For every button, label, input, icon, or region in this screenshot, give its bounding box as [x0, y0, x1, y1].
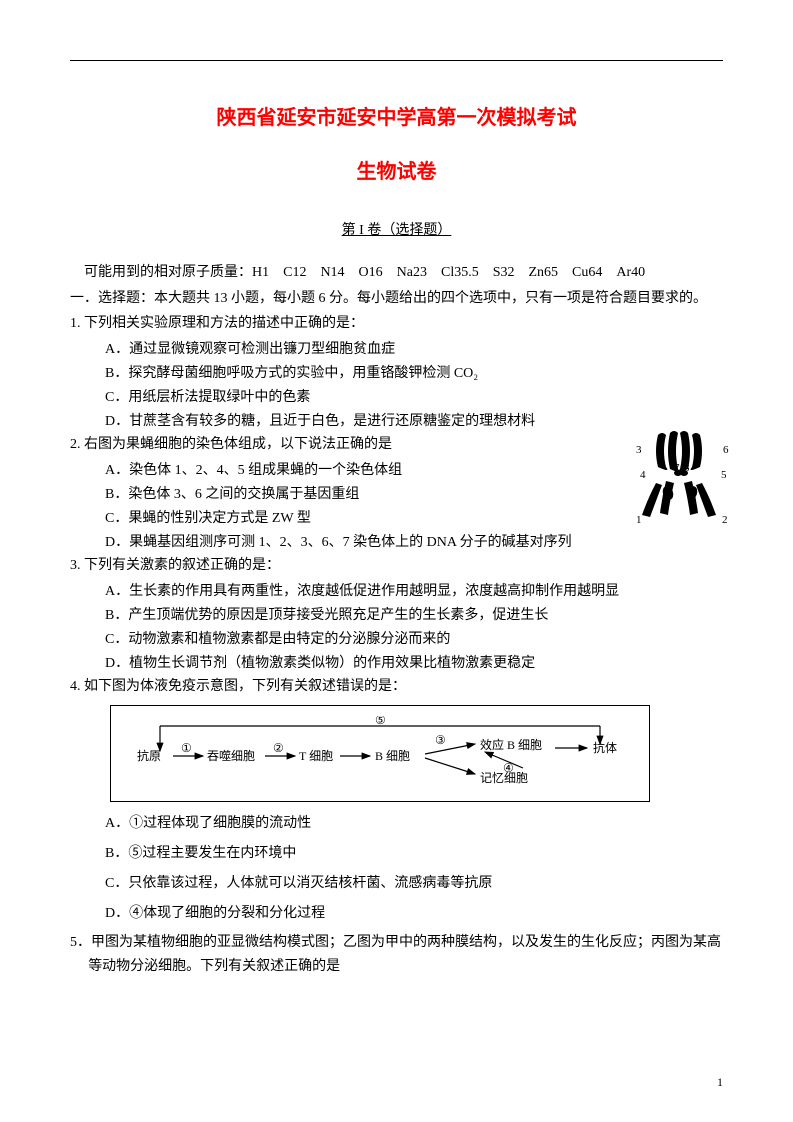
q1-C: C．用纸层析法提取绿叶中的色素: [70, 386, 723, 410]
top-rule: [70, 60, 723, 61]
section-label: 第 I 卷（选择题）: [70, 219, 723, 243]
q1-stem: 1. 下列相关实验原理和方法的描述中正确的是：: [70, 312, 723, 336]
q4-A: A．①过程体现了细胞膜的流动性: [70, 812, 723, 836]
svg-text:抗原: 抗原: [137, 748, 161, 763]
exam-title-main: 陕西省延安市延安中学高第一次模拟考试: [70, 101, 723, 135]
svg-text:B 细胞: B 细胞: [375, 749, 410, 763]
chromo-label-5: 5: [721, 469, 727, 481]
page-number: 1: [717, 1072, 723, 1092]
atomic-masses: 可能用到的相对原子质量：H1 C12 N14 O16 Na23 Cl35.5 S…: [70, 261, 723, 285]
chromo-label-6: 6: [723, 444, 729, 456]
svg-text:T 细胞: T 细胞: [299, 749, 333, 763]
q5-stem: 5．甲图为某植物细胞的亚显微结构模式图；乙图为甲中的两种膜结构，以及发生的生化反…: [88, 931, 723, 979]
immunity-flow-diagram: ⑤ ① ② ③ ④ 抗原 吞噬细胞 T 细胞 B 细胞 效应 B 细胞 抗体 记…: [110, 705, 650, 802]
q2-D: D．果蝇基因组测序可测 1、2、3、6、7 染色体上的 DNA 分子的碱基对序列: [70, 531, 723, 555]
q3-A: A．生长素的作用具有两重性，浓度越低促进作用越明显，浓度越高抑制作用越明显: [70, 580, 723, 604]
q4-B: B．⑤过程主要发生在内环境中: [70, 842, 723, 866]
q3-D: D．植物生长调节剂（植物激素类似物）的作用效果比植物激素更稳定: [70, 652, 723, 676]
chromo-label-1: 1: [636, 514, 642, 526]
chromo-label-2: 2: [722, 514, 728, 526]
svg-text:②: ②: [273, 741, 284, 755]
chromo-label-7: 7: [674, 462, 680, 474]
q1-A: A．通过显微镜观察可检测出镰刀型细胞贫血症: [70, 338, 723, 362]
svg-text:抗体: 抗体: [593, 740, 617, 755]
chromosome-diagram: 3 4 6 5 7 8 1 2: [608, 423, 758, 533]
exam-title-sub: 生物试卷: [70, 155, 723, 189]
section-label-text: 第 I 卷（选择题）: [342, 223, 452, 238]
svg-text:效应 B 细胞: 效应 B 细胞: [480, 737, 542, 752]
q1-B: B．探究酵母菌细胞呼吸方式的实验中，用重铬酸钾检测 CO₂: [70, 362, 723, 386]
chromo-label-8: 8: [684, 462, 690, 474]
q4-stem: 4. 如下图为体液免疫示意图，下列有关叙述错误的是：: [70, 675, 723, 699]
svg-text:③: ③: [435, 733, 446, 747]
svg-text:⑤: ⑤: [375, 716, 386, 727]
svg-text:吞噬细胞: 吞噬细胞: [207, 748, 255, 763]
q4-D: D．④体现了细胞的分裂和分化过程: [70, 902, 723, 926]
chromo-label-4: 4: [640, 469, 646, 481]
q3-stem: 3. 下列有关激素的叙述正确的是：: [70, 554, 723, 578]
q4-C: C．只依靠该过程，人体就可以消灭结核杆菌、流感病毒等抗原: [70, 872, 723, 896]
instruction: 一．选择题：本大题共 13 小题，每小题 6 分。每小题给出的四个选项中，只有一…: [70, 287, 723, 311]
q3-B: B．产生顶端优势的原因是顶芽接受光照充足产生的生长素多，促进生长: [70, 604, 723, 628]
svg-text:①: ①: [181, 741, 192, 755]
q3-C: C．动物激素和植物激素都是由特定的分泌腺分泌而来的: [70, 628, 723, 652]
chromo-label-3: 3: [636, 444, 642, 456]
svg-text:记忆细胞: 记忆细胞: [480, 771, 528, 785]
